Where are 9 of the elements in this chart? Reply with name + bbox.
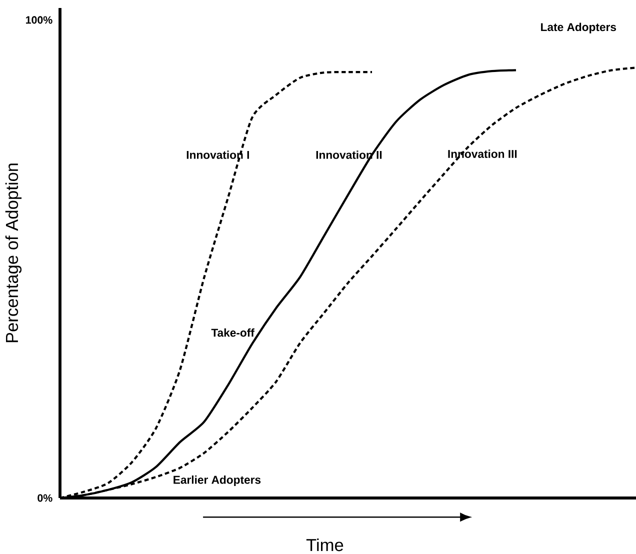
y-axis-title: Percentage of Adoption bbox=[5, 164, 22, 342]
annotation: Take-off bbox=[211, 328, 254, 337]
series-label: Innovation I bbox=[186, 150, 249, 159]
y-tick-label: 0% bbox=[38, 494, 52, 502]
annotation: Late Adopters bbox=[541, 22, 616, 34]
x-axis-title: Time bbox=[306, 538, 344, 552]
y-tick-label: 100% bbox=[26, 16, 52, 24]
annotation: Earlier Adopters bbox=[174, 476, 261, 486]
series-label: Innovation III bbox=[448, 150, 517, 158]
